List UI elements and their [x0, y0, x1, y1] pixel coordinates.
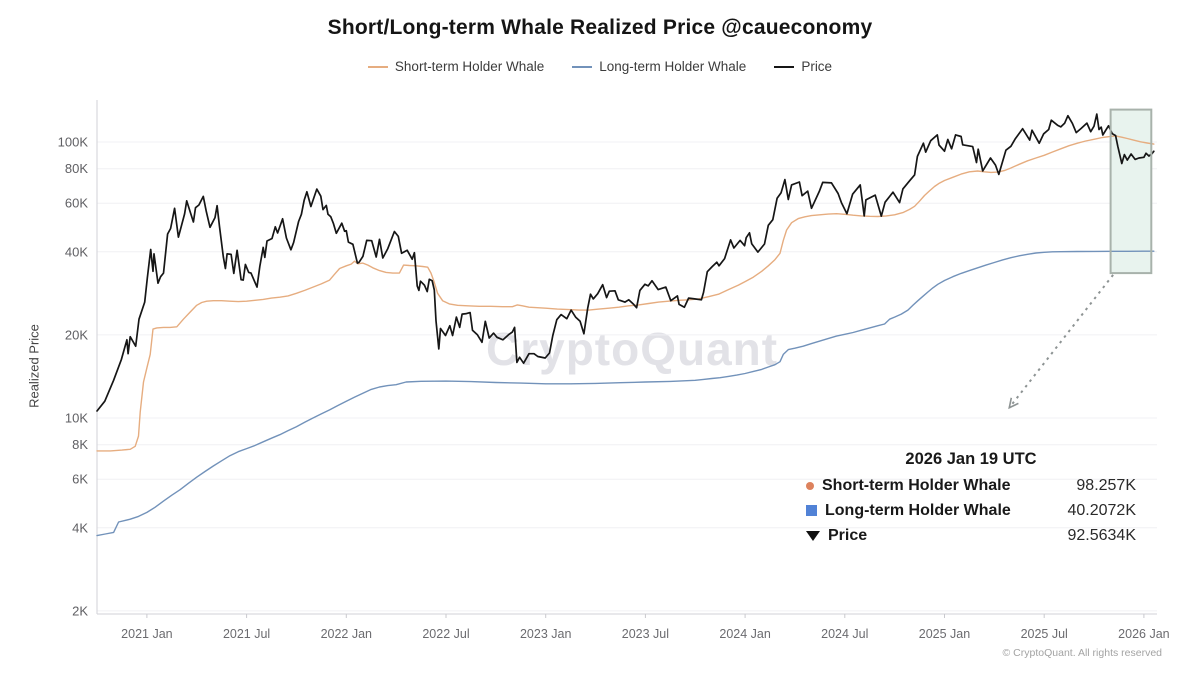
- x-tick-label: 2023 Jul: [622, 627, 669, 641]
- y-tick-label: 4K: [72, 520, 88, 535]
- chart-title: Short/Long-term Whale Realized Price @ca…: [327, 16, 873, 39]
- legend: Short-term Holder Whale Long-term Holder…: [0, 59, 1200, 74]
- legend-item-long-term[interactable]: Long-term Holder Whale: [572, 59, 746, 74]
- legend-item-label: Price: [801, 59, 833, 74]
- series-line-short-term-holder-whale: [96, 135, 1155, 452]
- orange-dot-icon: [806, 481, 814, 490]
- y-tick-label: 8K: [72, 437, 88, 452]
- y-tick-label: 10K: [65, 411, 88, 426]
- legend-item-price[interactable]: Price: [774, 59, 832, 74]
- x-tick-label: 2026 Jan: [1118, 627, 1169, 641]
- copyright: © CryptoQuant. All rights reserved: [1002, 647, 1162, 659]
- tooltip-date: 2026 Jan 19 UTC: [905, 450, 1037, 468]
- series-line-price: [96, 113, 1155, 412]
- x-tick-label: 2025 Jul: [1021, 627, 1068, 641]
- tooltip-row-label: Short-term Holder Whale: [822, 476, 1011, 494]
- x-tick-label: 2021 Jul: [223, 627, 270, 641]
- y-tick-label: 20K: [65, 327, 88, 342]
- y-tick-label: 40K: [65, 244, 88, 259]
- y-tick-label: 2K: [72, 603, 88, 618]
- legend-item-label: Long-term Holder Whale: [599, 59, 747, 74]
- watermark: CryptoQuant: [486, 323, 779, 375]
- tooltip-row: Short-term Holder Whale 98.257K: [806, 473, 1136, 498]
- highlight-region-border: [1109, 108, 1153, 275]
- x-tick-label: 2025 Jan: [919, 627, 970, 641]
- tooltip-row-value: 98.257K: [1076, 476, 1136, 494]
- series-line-long-term-holder-whale: [96, 250, 1155, 537]
- x-tick-label: 2024 Jan: [719, 627, 770, 641]
- x-tick-label: 2022 Jul: [422, 627, 469, 641]
- x-tick-label: 2023 Jan: [520, 627, 571, 641]
- legend-item-label: Short-term Holder Whale: [394, 59, 545, 74]
- y-tick-label: 80K: [65, 161, 88, 176]
- legend-dash-icon: [774, 65, 795, 68]
- x-tick-label: 2021 Jan: [121, 627, 172, 641]
- y-tick-label: 100K: [58, 135, 89, 150]
- triangle-down-icon: [806, 530, 820, 541]
- arrowhead-icon: [1008, 397, 1019, 410]
- x-tick-label: 2024 Jul: [821, 627, 868, 641]
- legend-dash-icon: [572, 65, 593, 68]
- tooltip-row: Long-term Holder Whale 40.2072K: [806, 498, 1136, 523]
- tooltip-row: Price 92.5634K: [806, 523, 1136, 548]
- tooltip-row-value: 92.5634K: [1067, 526, 1136, 544]
- tooltip: 2026 Jan 19 UTC Short-term Holder Whale …: [806, 450, 1136, 548]
- x-tick-label: 2022 Jan: [321, 627, 372, 641]
- tooltip-row-label: Price: [828, 526, 868, 544]
- legend-dash-icon: [367, 65, 388, 68]
- y-tick-label: 60K: [65, 196, 88, 211]
- blue-square-icon: [806, 505, 817, 516]
- y-tick-label: 6K: [72, 472, 88, 487]
- tooltip-row-value: 40.2072K: [1067, 501, 1136, 519]
- annotation-arrow-line: [1008, 274, 1114, 409]
- legend-item-short-term[interactable]: Short-term Holder Whale: [367, 59, 545, 74]
- tooltip-row-label: Long-term Holder Whale: [825, 501, 1011, 519]
- highlight-region: [1110, 109, 1152, 274]
